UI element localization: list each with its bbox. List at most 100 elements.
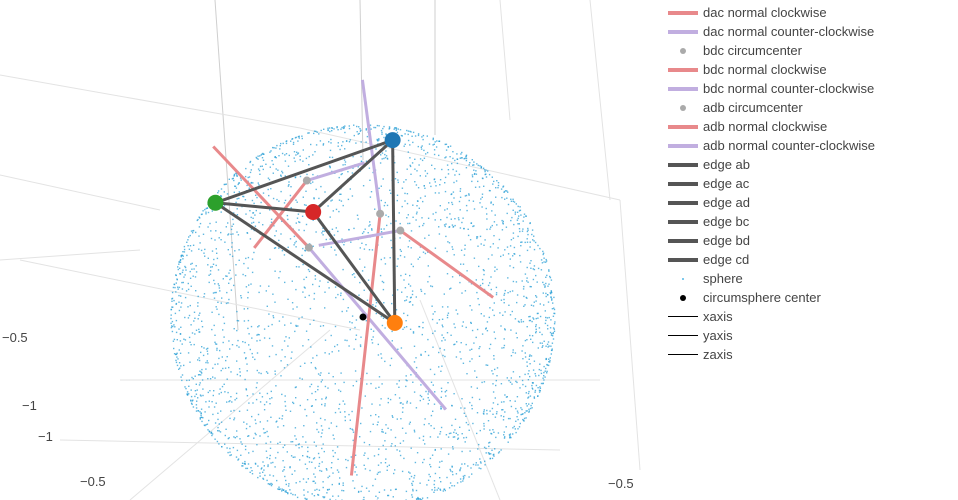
sphere-point	[344, 339, 346, 341]
sphere-point	[197, 318, 199, 320]
sphere-point	[305, 204, 307, 206]
sphere-point	[228, 340, 230, 342]
sphere-point	[416, 498, 418, 500]
sphere-point	[244, 448, 247, 451]
sphere-point	[459, 188, 462, 190]
sphere-point	[326, 469, 328, 471]
sphere-point	[492, 243, 494, 245]
sphere-point	[244, 341, 246, 344]
sphere-point	[287, 492, 289, 495]
sphere-point	[451, 276, 454, 278]
sphere-point	[554, 321, 556, 323]
sphere-point	[442, 337, 445, 339]
sphere-point	[483, 428, 485, 430]
sphere-point	[394, 469, 396, 471]
sphere-point	[187, 306, 189, 308]
sphere-point	[502, 223, 504, 225]
sphere-point	[291, 351, 293, 353]
sphere-point	[506, 197, 508, 199]
sphere-point	[267, 435, 269, 438]
sphere-point	[436, 489, 438, 491]
sphere-point	[471, 180, 473, 183]
sphere-point	[550, 345, 552, 347]
sphere-point	[487, 284, 490, 287]
sphere-point	[245, 427, 248, 430]
sphere-point	[295, 288, 297, 291]
sphere-point	[458, 219, 460, 221]
sphere-point	[184, 296, 187, 299]
sphere-point	[422, 138, 424, 141]
sphere-point	[412, 131, 415, 134]
sphere-point	[496, 224, 498, 226]
sphere-point	[509, 417, 511, 420]
legend-item[interactable]: xaxis	[668, 307, 956, 326]
sphere-point	[533, 268, 536, 271]
sphere-point	[425, 175, 427, 177]
legend-item[interactable]: circumsphere center	[668, 288, 956, 307]
sphere-point	[541, 346, 543, 348]
sphere-point	[414, 135, 417, 137]
sphere-point	[526, 339, 528, 341]
sphere-point	[550, 319, 552, 321]
sphere-point	[512, 351, 514, 354]
sphere-point	[483, 185, 485, 187]
sphere-point	[367, 457, 369, 460]
sphere-point	[504, 411, 506, 413]
sphere-point	[265, 401, 268, 403]
sphere-point	[337, 129, 339, 131]
sphere-point	[505, 396, 508, 398]
sphere-point	[400, 250, 402, 252]
sphere-point	[451, 471, 454, 473]
sphere-point	[212, 394, 214, 397]
sphere-point	[396, 131, 399, 134]
legend-item[interactable]: edge cd	[668, 250, 956, 269]
sphere-point	[291, 138, 294, 140]
legend-item[interactable]: bdc normal counter-clockwise	[668, 79, 956, 98]
legend-item[interactable]: yaxis	[668, 326, 956, 345]
sphere-point	[493, 355, 495, 357]
legend-item[interactable]: edge bd	[668, 231, 956, 250]
sphere-point	[294, 494, 296, 496]
legend-item[interactable]: edge bc	[668, 212, 956, 231]
sphere-point	[528, 355, 531, 357]
sphere-point	[262, 159, 265, 161]
legend-item[interactable]: edge ab	[668, 155, 956, 174]
sphere-point	[427, 217, 430, 219]
sphere-point	[444, 489, 446, 492]
legend-item[interactable]: zaxis	[668, 345, 956, 364]
sphere-point	[391, 247, 393, 249]
legend-item[interactable]: dac normal clockwise	[668, 3, 956, 22]
sphere-point	[340, 193, 342, 195]
scene-3d[interactable]: −1−1−0.5−0.5 −0.5	[0, 0, 660, 500]
sphere-point	[467, 234, 470, 237]
x-tick-label: −0.5	[80, 474, 106, 489]
sphere-point	[279, 488, 281, 490]
legend-item[interactable]: adb circumcenter	[668, 98, 956, 117]
sphere-point	[517, 223, 519, 225]
sphere-point	[431, 164, 433, 166]
legend-item[interactable]: bdc normal clockwise	[668, 60, 956, 79]
sphere-point	[172, 325, 174, 328]
sphere-point	[282, 489, 284, 491]
legend-item[interactable]: edge ad	[668, 193, 956, 212]
sphere-point	[406, 129, 408, 132]
sphere-point	[473, 169, 475, 171]
sphere-point	[489, 410, 491, 412]
sphere-point	[317, 389, 319, 391]
sphere-point	[515, 203, 517, 205]
sphere-point	[452, 473, 454, 476]
legend-item[interactable]: adb normal clockwise	[668, 117, 956, 136]
legend-item[interactable]: edge ac	[668, 174, 956, 193]
sphere-point	[359, 344, 362, 346]
legend-item[interactable]: bdc circumcenter	[668, 41, 956, 60]
sphere-point	[263, 403, 266, 406]
sphere-point	[445, 434, 448, 436]
sphere-point	[284, 160, 287, 162]
legend-item[interactable]: dac normal counter-clockwise	[668, 22, 956, 41]
sphere-point	[535, 375, 537, 377]
legend-item[interactable]: adb normal counter-clockwise	[668, 136, 956, 155]
sphere-point	[418, 326, 421, 328]
sphere-point	[240, 454, 242, 456]
sphere-point	[185, 269, 187, 271]
legend-item[interactable]: sphere	[668, 269, 956, 288]
